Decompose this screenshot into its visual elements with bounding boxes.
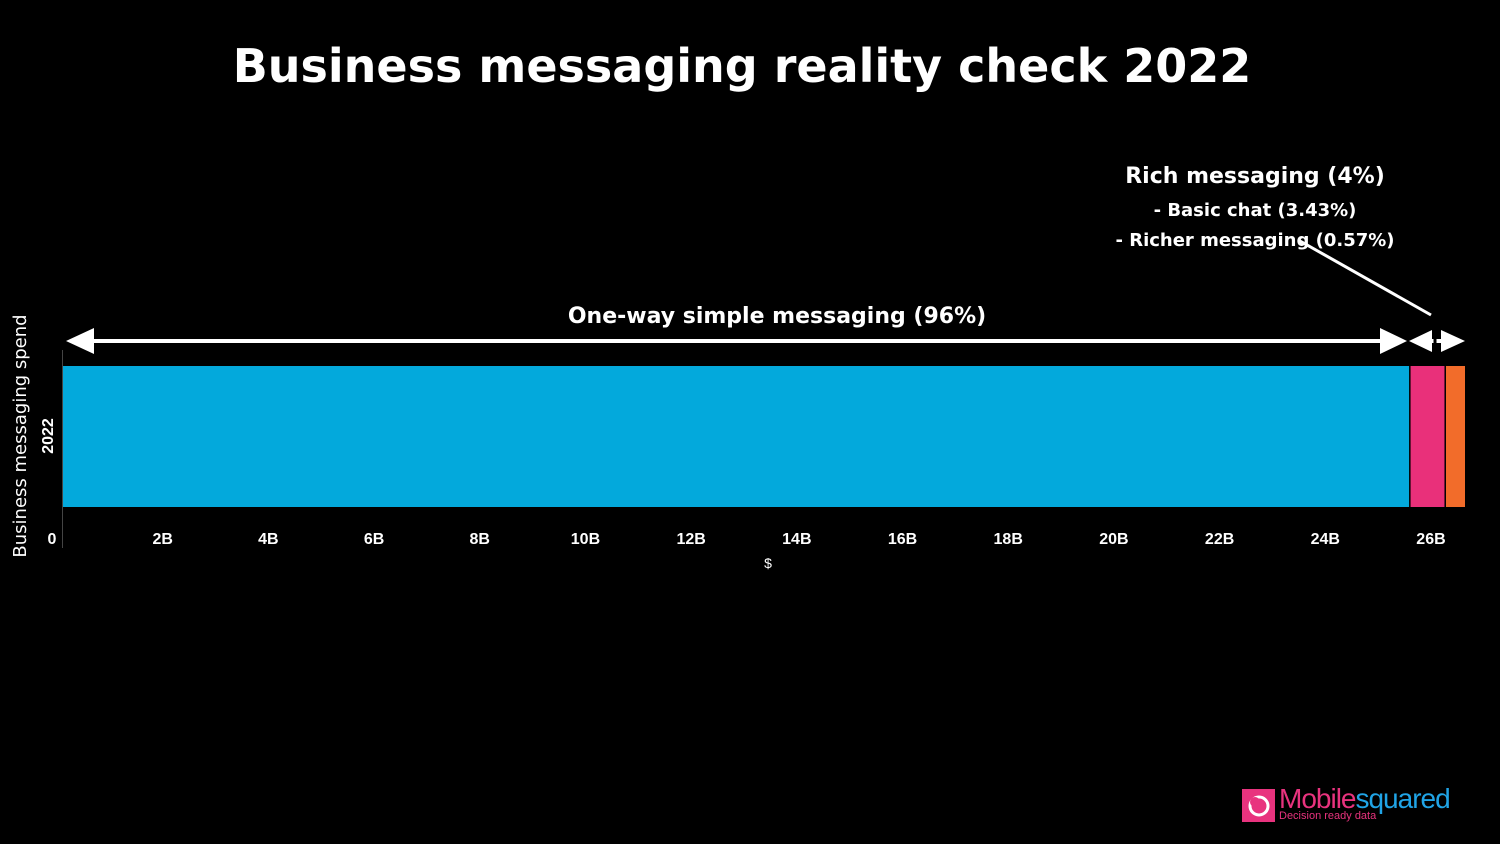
x-tick-label: 10B — [571, 531, 600, 548]
x-tick-label: 8B — [470, 531, 490, 548]
bar-segment-one-way-simple-messaging — [63, 366, 1410, 507]
annotation-simple: One-way simple messaging (96%) — [568, 304, 986, 329]
x-tick-label: 24B — [1311, 531, 1340, 548]
x-tick-label: 22B — [1205, 531, 1234, 548]
x-tick-label: 0 — [48, 531, 57, 548]
x-tick-label: 4B — [258, 531, 278, 548]
x-tick-label: 26B — [1416, 531, 1445, 548]
x-axis-label: $ — [764, 555, 772, 571]
annotation-leader-line — [1299, 239, 1432, 317]
brand-mark-icon — [1242, 789, 1275, 822]
x-tick-label: 6B — [364, 531, 384, 548]
x-tick-label: 14B — [782, 531, 811, 548]
chart-title: Business messaging reality check 2022 — [233, 39, 1252, 93]
brand-tagline: Decision ready data — [1279, 810, 1377, 822]
x-tick-label: 2B — [152, 531, 172, 548]
annotation-richer-messaging: - Richer messaging (0.57%) — [1115, 230, 1394, 251]
brand-name-part2: squared — [1355, 783, 1450, 814]
bar-segment-richer-messaging — [1445, 366, 1465, 507]
y-category-label: 2022 — [40, 418, 57, 454]
span-arrow-rich — [1409, 329, 1465, 353]
x-tick-label: 12B — [676, 531, 705, 548]
x-tick-label: 18B — [994, 531, 1023, 548]
y-axis-label: Business messaging spend — [10, 314, 31, 557]
brand-logo: Mobilesquared Decision ready data — [1242, 783, 1468, 824]
bar-segment-basic-chat — [1410, 366, 1445, 507]
x-tick-label: 16B — [888, 531, 917, 548]
brand-name-part1: Mobile — [1279, 783, 1356, 814]
x-tick-label: 20B — [1099, 531, 1128, 548]
annotation-rich-title: Rich messaging (4%) — [1125, 164, 1385, 189]
span-arrow-simple — [66, 328, 1407, 354]
annotation-basic-chat: - Basic chat (3.43%) — [1154, 200, 1357, 221]
brand-name: Mobilesquared — [1279, 783, 1451, 815]
